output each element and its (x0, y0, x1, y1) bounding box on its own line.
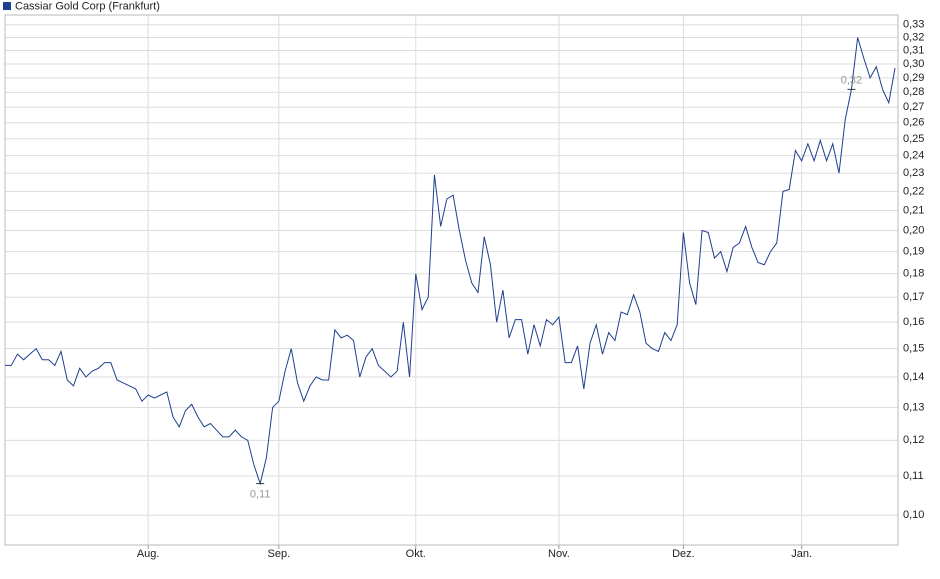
y-tick-label: 0,17 (903, 291, 924, 303)
y-tick-label: 0,19 (903, 245, 924, 257)
y-tick-label: 0,29 (903, 72, 924, 84)
legend-swatch (3, 2, 11, 10)
extreme-label: 0,32 (841, 74, 862, 86)
x-tick-label: Dez. (672, 548, 695, 560)
price-line (5, 37, 896, 486)
y-tick-label: 0,10 (903, 509, 924, 521)
y-tick-label: 0,20 (903, 224, 924, 236)
plot-frame (4, 14, 899, 546)
extreme-label: 0,11 (250, 488, 271, 500)
y-tick-label: 0,31 (903, 44, 924, 56)
legend-label: Cassiar Gold Corp (Frankfurt) (15, 0, 160, 12)
y-tick-label: 0,27 (903, 101, 924, 113)
y-tick-label: 0,18 (903, 268, 924, 280)
y-tick-label: 0,24 (903, 150, 924, 162)
y-tick-label: 0,26 (903, 117, 924, 129)
y-tick-label: 0,11 (903, 470, 924, 482)
y-tick-label: 0,33 (903, 19, 924, 31)
y-tick-label: 0,28 (903, 86, 924, 98)
x-tick-label: Sep. (268, 548, 291, 560)
y-tick-label: 0,12 (903, 434, 924, 446)
x-tick-label: Jan. (791, 548, 812, 560)
y-tick-label: 0,14 (903, 371, 924, 383)
y-tick-label: 0,32 (903, 31, 924, 43)
x-tick-label: Nov. (548, 548, 570, 560)
x-tick-label: Okt. (406, 548, 426, 560)
x-tick-label: Aug. (137, 548, 160, 560)
y-tick-label: 0,13 (903, 401, 924, 413)
y-tick-label: 0,16 (903, 316, 924, 328)
y-tick-label: 0,15 (903, 343, 924, 355)
y-tick-label: 0,21 (903, 204, 924, 216)
y-tick-label: 0,22 (903, 185, 924, 197)
y-tick-label: 0,23 (903, 167, 924, 179)
y-tick-label: 0,25 (903, 133, 924, 145)
y-tick-label: 0,30 (903, 58, 924, 70)
